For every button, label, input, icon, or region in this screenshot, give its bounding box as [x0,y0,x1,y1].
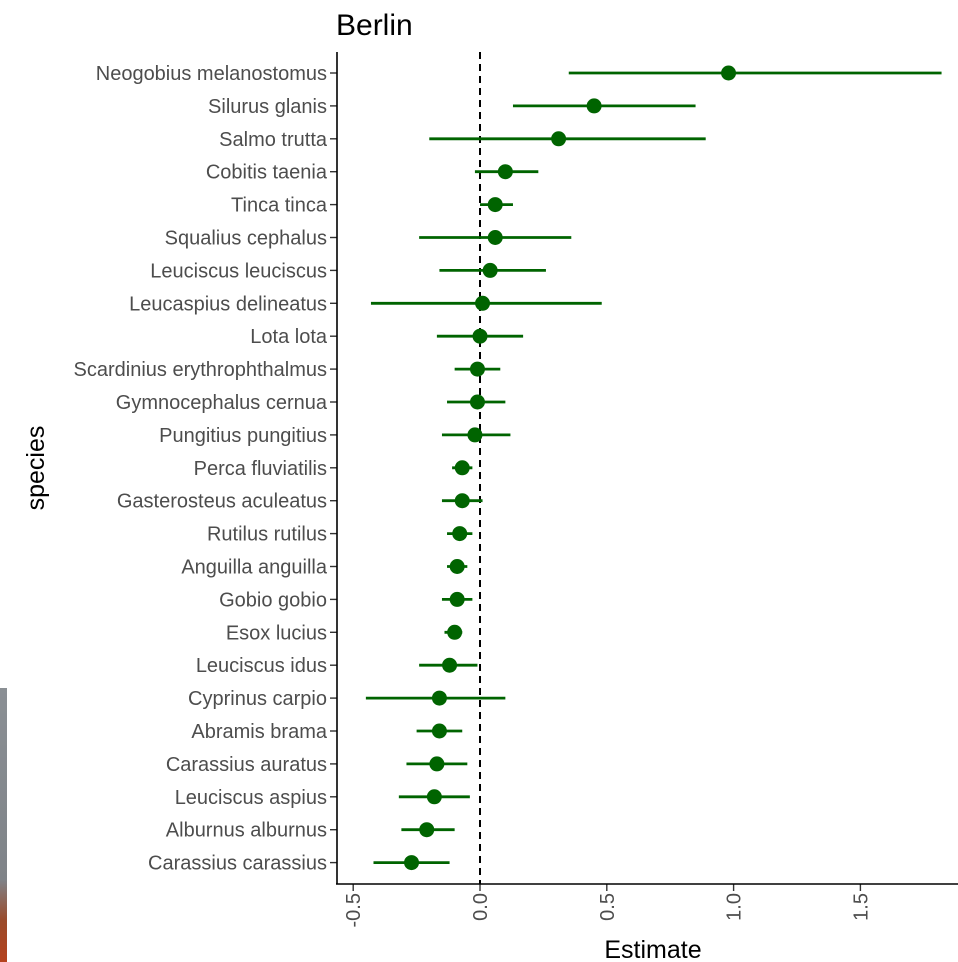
estimate-point [472,328,488,344]
estimate-point [452,526,468,542]
estimate-point [469,361,485,377]
y-tick-label: Perca fluviatilis [194,458,327,480]
estimate-point [449,559,465,574]
y-tick-label: Leuciscus idus [196,655,327,677]
x-tick-label: 0.0 [470,893,492,921]
estimate-point [469,394,485,410]
estimate-point [454,460,470,476]
estimate-point [426,789,442,805]
y-tick-label: Alburnus alburnus [166,820,327,842]
y-tick-label: Leucaspius delineatus [129,293,327,315]
y-tick-label: Neogobius melanostomus [96,63,327,85]
y-tick-label: Cyprinus carpio [188,688,327,710]
y-tick-label: Leuciscus aspius [175,787,327,809]
y-tick-label: Carassius carassius [148,853,327,875]
y-tick-label: Esox lucius [226,622,327,644]
estimate-point [475,295,491,311]
estimate-point [551,131,567,147]
estimate-point [449,591,465,607]
y-tick-label: Cobitis taenia [206,162,328,184]
x-tick-label: -0.5 [343,893,365,927]
estimate-point [721,65,737,81]
chart-title: Berlin [336,9,413,42]
x-tick-label: 1.0 [724,893,746,921]
y-tick-label: Pungitius pungitius [159,425,327,447]
x-axis-title: Estimate [604,936,701,962]
estimate-point [487,230,503,245]
estimate-point [429,756,445,772]
y-tick-label: Tinca tinca [231,195,328,217]
estimate-point [431,723,447,739]
estimate-point [586,98,602,114]
estimate-point [467,427,483,443]
estimate-point [454,493,470,509]
y-tick-label: Rutilus rutilus [207,524,327,546]
y-tick-label: Squalius cephalus [165,228,327,250]
estimate-point [447,624,463,640]
x-tick-label: 0.5 [597,893,619,921]
estimate-point [431,690,447,706]
estimate-point [404,855,420,871]
estimate-point [497,164,513,180]
y-tick-label: Abramis brama [191,721,327,743]
y-tick-label: Gymnocephalus cernua [116,392,328,414]
y-tick-label: Lota lota [250,326,328,348]
y-tick-label: Carassius auratus [166,754,327,776]
y-tick-label: Salmo trutta [219,129,328,151]
cropped-photo-edge [0,688,7,962]
y-tick-label: Leuciscus leuciscus [150,260,327,282]
y-tick-label: Scardinius erythrophthalmus [74,359,327,381]
y-tick-label: Gasterosteus aculeatus [117,491,327,513]
y-axis-title: species [22,426,50,511]
estimate-point [419,822,435,838]
y-tick-label: Silurus glanis [208,96,327,118]
estimate-point [482,262,498,278]
estimate-point [487,197,503,213]
x-tick-label: 1.5 [850,893,872,921]
y-tick-label: Anguilla anguilla [181,557,328,579]
y-tick-label: Gobio gobio [219,589,327,611]
estimate-point [442,657,458,673]
